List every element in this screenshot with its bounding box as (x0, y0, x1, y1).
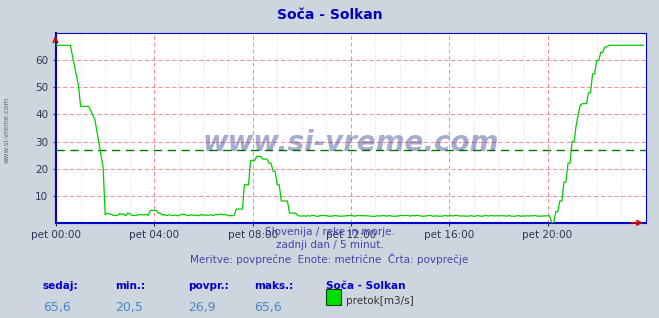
Text: www.si-vreme.com: www.si-vreme.com (3, 97, 10, 163)
Text: Meritve: povprečne  Enote: metrične  Črta: povprečje: Meritve: povprečne Enote: metrične Črta:… (190, 253, 469, 265)
Text: povpr.:: povpr.: (188, 281, 229, 291)
Text: 65,6: 65,6 (43, 301, 71, 314)
Text: www.si-vreme.com: www.si-vreme.com (203, 129, 499, 157)
Text: min.:: min.: (115, 281, 146, 291)
Text: Soča - Solkan: Soča - Solkan (326, 281, 406, 291)
Text: maks.:: maks.: (254, 281, 293, 291)
Text: 65,6: 65,6 (254, 301, 281, 314)
Text: Slovenija / reke in morje.: Slovenija / reke in morje. (264, 227, 395, 237)
Text: 20,5: 20,5 (115, 301, 143, 314)
Text: sedaj:: sedaj: (43, 281, 78, 291)
Text: zadnji dan / 5 minut.: zadnji dan / 5 minut. (275, 240, 384, 250)
Text: Soča - Solkan: Soča - Solkan (277, 8, 382, 22)
Text: pretok[m3/s]: pretok[m3/s] (346, 295, 414, 306)
Text: 26,9: 26,9 (188, 301, 215, 314)
